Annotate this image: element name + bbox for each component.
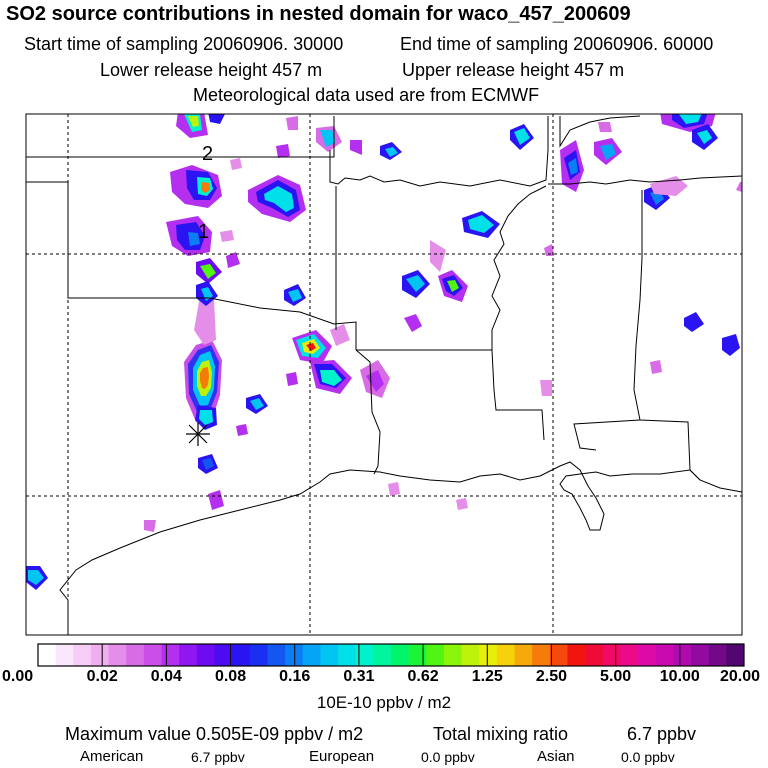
colorbar-cell xyxy=(196,644,215,666)
colorbar-cell xyxy=(443,644,463,666)
colorbar-cell xyxy=(726,644,745,666)
colorbar-tick-label: 5.00 xyxy=(600,668,632,685)
colorbar-cell xyxy=(708,644,727,666)
total-mixing-value: 6.7 ppbv xyxy=(627,724,697,744)
colorbar-cell xyxy=(355,644,374,666)
colorbar-tick-label: 0.08 xyxy=(214,668,247,685)
colorbar-cell xyxy=(391,644,410,666)
colorbar-cell xyxy=(302,644,321,666)
colorbar-tick-label: 0.02 xyxy=(86,668,118,685)
colorbar-cell xyxy=(479,644,498,666)
colorbar-tick-label: 20.00 xyxy=(719,668,760,685)
colorbar-cell xyxy=(532,644,551,666)
colorbar-cell xyxy=(320,644,339,666)
colorbar-cell xyxy=(373,644,392,666)
colorbar-cell xyxy=(585,644,604,666)
colorbar-cell xyxy=(673,644,692,666)
end-time-label: End time of sampling 20060906. 60000 xyxy=(400,34,714,54)
colorbar-cell xyxy=(514,644,533,666)
upper-height-label: Upper release height 457 m xyxy=(402,60,625,80)
colorbar-cell xyxy=(108,644,127,666)
marker-label-1: 1 xyxy=(198,221,209,243)
state-borders xyxy=(26,115,742,481)
colorbar-cell xyxy=(567,644,586,666)
colorbar-tick-label: 0.62 xyxy=(407,668,439,685)
grid-lines xyxy=(26,114,742,635)
colorbar-cell xyxy=(338,644,357,666)
colorbar-cell xyxy=(549,644,568,666)
colorbar-cell xyxy=(179,644,198,666)
colorbar-tick-label: 0.16 xyxy=(279,668,311,685)
colorbar-cell xyxy=(285,644,304,666)
colorbar-tick-label: 2.50 xyxy=(535,668,568,685)
colorbar-cell xyxy=(496,644,516,666)
colorbar-cell xyxy=(232,644,251,666)
colorbar-cell xyxy=(161,644,180,666)
colorbar-cell xyxy=(691,644,710,666)
asian-label: Asian xyxy=(537,748,575,765)
met-data-label: Meteorological data used are from ECMWF xyxy=(193,85,540,105)
colorbar-cell xyxy=(267,644,286,666)
colorbar-cell xyxy=(73,644,92,666)
colorbar-units: 10E-10 ppbv / m2 xyxy=(316,693,452,712)
total-mixing-label: Total mixing ratio xyxy=(433,724,569,744)
american-label: American xyxy=(80,748,144,765)
max-value-label: Maximum value 0.505E-09 ppbv / m2 xyxy=(65,724,364,744)
colorbar-tick-label: 0.31 xyxy=(343,668,375,685)
colorbar-cell xyxy=(620,644,639,666)
colorbar-cell xyxy=(408,644,427,666)
colorbar-cell xyxy=(461,644,480,666)
european-value: 0.0 ppbv xyxy=(421,749,475,765)
map-title: SO2 source contributions in nested domai… xyxy=(6,3,631,25)
colorbar-cell xyxy=(214,644,233,666)
colorbar-cell xyxy=(90,644,110,666)
colorbar-cell xyxy=(38,644,57,666)
colorbar-cell xyxy=(249,644,268,666)
colorbar-cell xyxy=(655,644,674,666)
start-time-label: Start time of sampling 20060906. 30000 xyxy=(24,34,344,54)
colorbar-cell xyxy=(126,644,145,666)
colorbar-cell xyxy=(426,644,445,666)
asterisk-icon xyxy=(186,422,210,446)
colorbar-tick-label: 0.04 xyxy=(150,668,182,685)
colorbar-cell xyxy=(55,644,74,666)
map-frame xyxy=(25,113,743,636)
colorbar-tick-label: 10.00 xyxy=(659,668,700,685)
colorbar-cell xyxy=(143,644,163,666)
asian-value: 0.0 ppbv xyxy=(621,749,675,765)
colorbar-tick-label: 1.25 xyxy=(471,668,503,685)
colorbar-tick-label: 0.00 xyxy=(2,668,34,685)
colorbar-cell xyxy=(602,644,621,666)
marker-label-2: 2 xyxy=(202,143,213,165)
concentration-plumes xyxy=(26,114,742,590)
coastline xyxy=(59,461,742,635)
american-value: 6.7 ppbv xyxy=(191,749,245,765)
european-label: European xyxy=(309,748,375,765)
colorbar-cell xyxy=(638,644,657,666)
concentration-map: 2 1 xyxy=(25,113,743,636)
lower-height-label: Lower release height 457 m xyxy=(100,60,323,80)
